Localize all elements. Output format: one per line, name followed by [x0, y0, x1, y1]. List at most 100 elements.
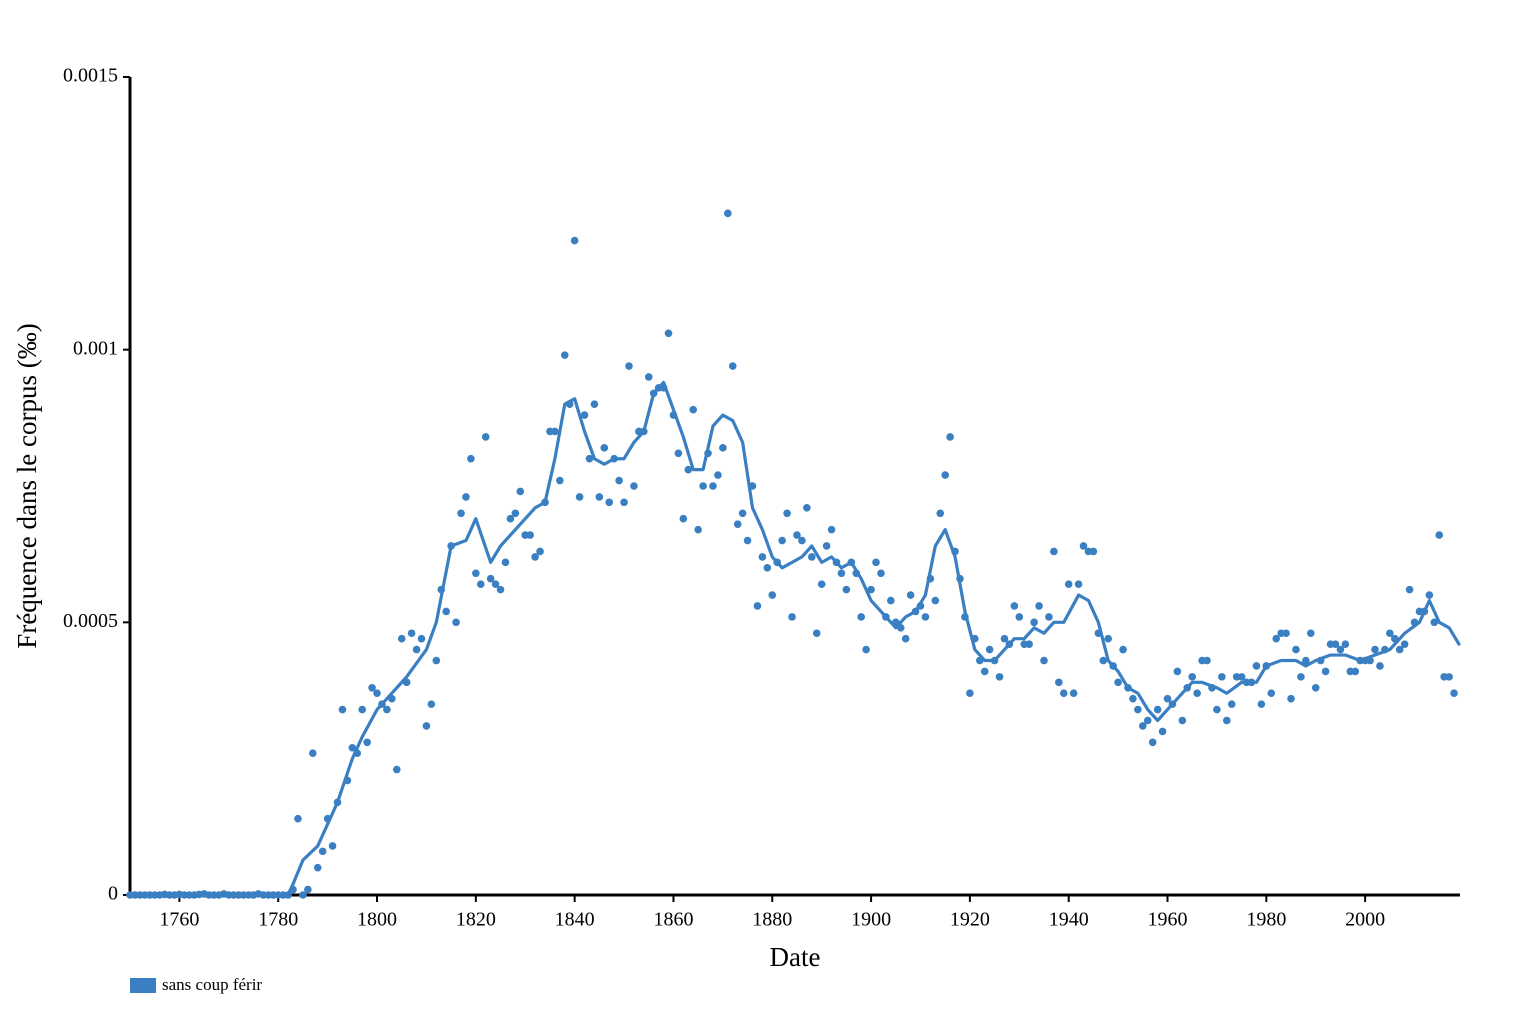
- data-point: [738, 509, 747, 518]
- data-point: [1143, 716, 1152, 725]
- data-point: [1450, 689, 1458, 698]
- data-point: [452, 618, 460, 627]
- data-point: [536, 547, 544, 556]
- data-point: [1218, 673, 1226, 681]
- data-point: [1445, 673, 1453, 681]
- data-point: [1435, 531, 1444, 539]
- data-point: [817, 580, 826, 588]
- data-point: [1129, 694, 1137, 703]
- y-tick-label: 0.0005: [63, 610, 118, 632]
- data-point: [383, 705, 391, 714]
- data-point: [1395, 645, 1404, 654]
- data-point: [719, 444, 727, 452]
- data-point: [1010, 602, 1019, 610]
- data-point: [1282, 629, 1290, 638]
- data-point: [1311, 683, 1320, 692]
- data-point: [1222, 716, 1231, 725]
- legend-swatch: [130, 978, 156, 993]
- data-point: [753, 602, 762, 610]
- y-tick-label: 0: [108, 883, 118, 905]
- data-point: [837, 569, 846, 578]
- data-point: [432, 656, 441, 665]
- data-point: [1331, 640, 1340, 648]
- data-point: [412, 645, 421, 654]
- data-point: [467, 454, 475, 463]
- data-point: [1371, 645, 1379, 654]
- data-point: [966, 689, 974, 698]
- data-point: [679, 514, 688, 523]
- data-point: [827, 525, 836, 534]
- data-point: [728, 362, 737, 370]
- data-point: [1015, 613, 1024, 621]
- data-point: [427, 700, 436, 708]
- data-point: [1193, 689, 1201, 698]
- data-point: [1119, 645, 1127, 654]
- data-point: [457, 509, 465, 518]
- data-point: [496, 585, 505, 594]
- data-point: [1178, 716, 1187, 725]
- x-tick-label: 2000: [1345, 909, 1385, 931]
- data-point: [392, 765, 401, 774]
- data-point: [1050, 547, 1058, 556]
- data-point: [694, 525, 702, 534]
- data-point: [1405, 585, 1414, 594]
- y-tick-label: 0.0015: [63, 65, 118, 87]
- data-point: [1074, 580, 1083, 588]
- data-point: [1252, 662, 1261, 670]
- data-point: [778, 536, 786, 545]
- data-point: [1099, 656, 1108, 665]
- x-tick-label: 1760: [159, 909, 199, 931]
- data-point: [531, 553, 539, 561]
- data-point: [699, 482, 707, 490]
- data-point: [1139, 722, 1147, 730]
- data-point: [294, 814, 302, 823]
- y-axis-title: Fréquence dans le corpus (‰): [12, 323, 42, 648]
- smoothed-line: [128, 380, 1461, 897]
- data-point: [1272, 634, 1281, 643]
- x-tick-label: 1980: [1246, 909, 1286, 931]
- data-point: [1321, 667, 1330, 676]
- data-point: [1203, 656, 1211, 665]
- data-point: [803, 504, 811, 512]
- data-point: [1430, 618, 1439, 627]
- x-tick-label: 1880: [752, 909, 792, 931]
- data-point: [941, 471, 949, 479]
- x-tick-label: 1840: [555, 909, 595, 931]
- data-point: [1292, 645, 1300, 654]
- data-point: [1158, 727, 1167, 736]
- data-point: [476, 580, 485, 588]
- data-point: [763, 564, 772, 572]
- data-point: [313, 863, 322, 872]
- data-point: [1104, 634, 1113, 643]
- data-point: [1237, 673, 1246, 681]
- data-point: [798, 536, 806, 545]
- data-point: [788, 613, 796, 621]
- data-point: [1114, 678, 1122, 687]
- data-point: [946, 433, 954, 441]
- data-point: [551, 427, 559, 436]
- x-tick-label: 1860: [653, 909, 693, 931]
- data-point: [733, 520, 742, 528]
- data-point: [516, 487, 525, 496]
- data-point: [857, 613, 865, 621]
- data-point: [605, 498, 614, 507]
- data-point: [842, 585, 851, 594]
- data-point: [486, 574, 495, 583]
- data-point: [338, 705, 347, 714]
- data-point: [887, 596, 895, 605]
- data-point: [906, 591, 915, 599]
- data-point: [793, 531, 801, 539]
- data-point: [1351, 667, 1360, 676]
- data-point: [556, 476, 564, 485]
- data-point: [1297, 673, 1305, 681]
- data-point: [526, 531, 534, 539]
- data-point: [1400, 640, 1409, 648]
- data-point: [318, 847, 327, 856]
- data-point: [1153, 705, 1162, 714]
- data-point: [1064, 580, 1073, 588]
- data-point: [1000, 634, 1009, 643]
- data-point: [1045, 613, 1053, 621]
- data-point: [1267, 689, 1276, 698]
- data-point: [921, 613, 930, 621]
